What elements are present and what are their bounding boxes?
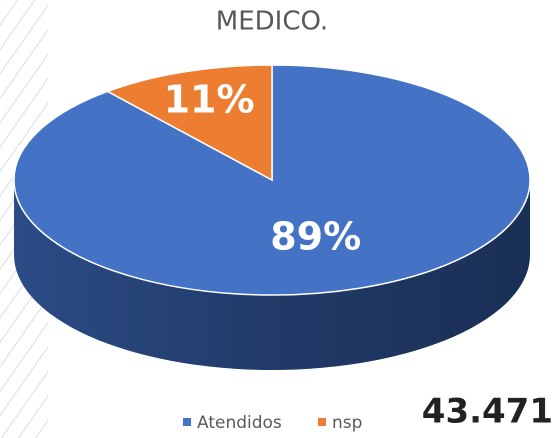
legend-label: Atendidos [197,413,282,433]
legend-swatch [318,418,326,426]
value-label: 89% [270,215,361,259]
chart-title: MEDICO. [216,7,328,37]
annotation: 43.471 [422,392,553,432]
pie [13,64,531,370]
legend-label: nsp [332,413,362,433]
pie-slice [105,64,273,182]
legend-swatch [183,418,191,426]
pie-side [14,180,530,370]
value-label: 11% [164,78,255,122]
